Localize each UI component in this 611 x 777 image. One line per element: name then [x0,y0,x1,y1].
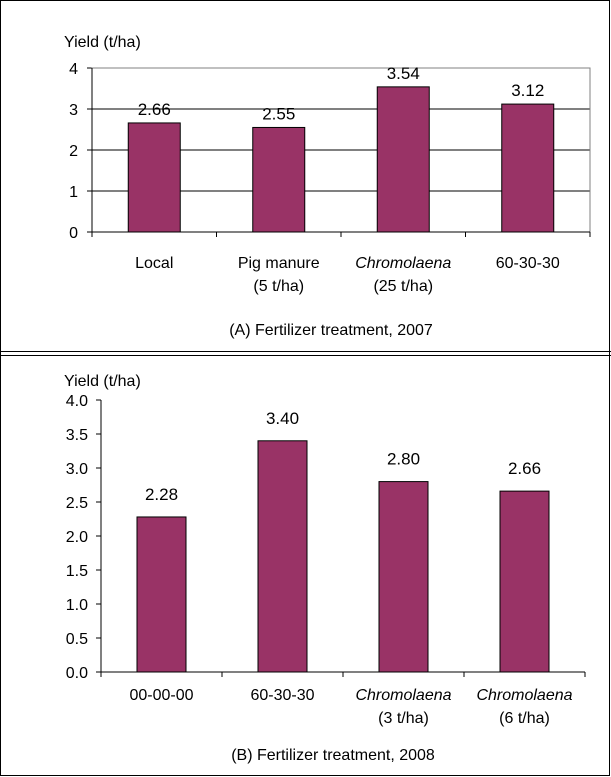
x-category-label: 00-00-00 [129,687,193,704]
y-tick-label: 3.0 [66,461,88,478]
x-category-sublabel: (5 t/ha) [253,278,304,295]
x-axis-label: (B) Fertilizer treatment, 2008 [231,747,435,764]
x-category-sublabel: (3 t/ha) [378,710,429,727]
x-category-sublabel: (6 t/ha) [499,710,550,727]
x-category-label: Pig manure [238,255,320,272]
y-tick-label: 2.0 [66,529,88,546]
bar-value-label: 3.12 [511,81,544,100]
bar-value-label: 2.80 [387,450,420,469]
bar [376,86,430,233]
y-tick-label: 2 [69,143,78,160]
x-category-label: 60-30-30 [496,255,560,272]
bar-value-label: 3.40 [266,409,299,428]
bar-value-label: 2.28 [145,485,178,504]
y-axis-label: Yield (t/ha) [64,373,141,390]
y-tick-label: 0.5 [66,631,88,648]
x-axis-label: (A) Fertilizer treatment, 2007 [229,322,433,339]
x-category-label: Chromolaena [476,687,572,704]
y-tick-label: 1.5 [66,563,88,580]
y-tick-label: 3.5 [66,427,88,444]
chart-panel-b: Yield (t/ha) 0.0 0.5 1.0 1.5 2.0 2.5 3.0 3.5 4.0 2… [64,373,586,764]
y-tick-label: 2.5 [66,495,88,512]
x-category-label: 60-30-30 [250,687,314,704]
bar [501,103,555,233]
y-tick-label: 4.0 [66,393,88,410]
x-category-label: Chromolaena [355,255,451,272]
bar [378,481,429,673]
bar-value-label: 2.66 [508,459,541,478]
x-category-label: Chromolaena [355,687,451,704]
bar [136,516,187,673]
y-tick-label: 0 [69,225,78,242]
y-tick-label: 1 [69,184,78,201]
chart-panel-a: Yield (t/ha) 0 1 2 3 4 2.66 Local 2.55 Pig manure… [64,34,591,339]
y-tick-label: 3 [69,102,78,119]
x-category-sublabel: (25 t/ha) [373,278,433,295]
y-axis-label: Yield (t/ha) [64,34,141,51]
y-tick-label: 0.0 [66,665,88,682]
bar [252,126,306,233]
y-tick-label: 4 [69,61,78,78]
bar [127,122,181,233]
bar-value-label: 3.54 [387,64,420,83]
bar-value-label: 2.55 [262,104,295,123]
bar-value-label: 2.66 [138,100,171,119]
y-tick-label: 1.0 [66,597,88,614]
bar [499,490,550,673]
x-category-label: Local [135,255,173,272]
bar [257,440,308,673]
